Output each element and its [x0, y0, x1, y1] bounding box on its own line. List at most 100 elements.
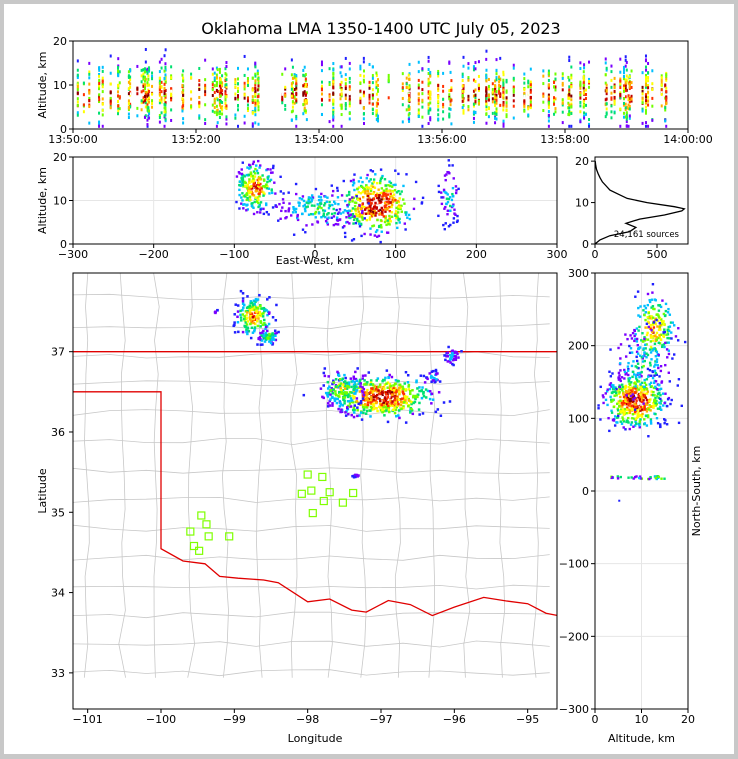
source-point	[338, 211, 341, 214]
source-point	[332, 200, 336, 203]
source-point	[377, 188, 380, 191]
source-point	[181, 73, 184, 77]
source-point	[502, 103, 505, 107]
source-point	[334, 222, 338, 226]
source-point	[336, 189, 339, 192]
source-point	[365, 391, 368, 394]
source-point	[386, 206, 390, 210]
source-point	[542, 92, 545, 96]
source-point	[542, 82, 545, 86]
source-point	[363, 395, 367, 399]
source-point	[628, 100, 631, 104]
source-point	[326, 380, 330, 384]
source-point	[245, 314, 248, 317]
source-point	[582, 91, 585, 95]
source-point	[143, 83, 146, 87]
source-point	[579, 120, 582, 124]
source-point	[474, 97, 477, 101]
source-point	[375, 109, 378, 113]
source-point	[335, 397, 338, 401]
source-point	[448, 196, 452, 199]
source-point	[404, 228, 407, 231]
source-point	[619, 420, 622, 423]
source-point	[568, 85, 571, 89]
x-tick-label: −100	[146, 713, 176, 726]
source-point	[204, 87, 207, 91]
source-point	[655, 331, 659, 335]
source-point	[639, 383, 642, 386]
source-point	[449, 223, 452, 227]
source-point	[613, 99, 616, 103]
source-point	[332, 108, 335, 112]
source-point	[512, 99, 515, 103]
source-point	[198, 95, 201, 99]
source-point	[442, 188, 446, 192]
source-point	[406, 216, 409, 219]
source-point	[117, 94, 120, 98]
county-line	[290, 273, 298, 678]
source-point	[375, 118, 378, 122]
source-point	[663, 422, 666, 425]
source-point	[343, 231, 347, 235]
source-point	[237, 89, 240, 93]
source-point	[326, 213, 329, 216]
source-point	[623, 407, 626, 411]
source-point	[109, 106, 112, 110]
source-point	[328, 98, 331, 102]
source-point	[374, 230, 378, 234]
source-point	[485, 104, 488, 108]
source-point	[427, 84, 430, 88]
source-point	[384, 405, 387, 409]
source-point	[211, 94, 214, 98]
source-point	[523, 109, 526, 113]
y-tick-label: 10	[575, 197, 589, 210]
source-point	[605, 102, 608, 106]
source-point	[338, 390, 341, 394]
source-point	[421, 124, 424, 128]
source-point	[225, 85, 228, 89]
source-point	[646, 401, 649, 404]
source-point	[588, 124, 591, 128]
source-point	[143, 115, 146, 119]
source-point	[499, 56, 502, 60]
source-point	[211, 88, 214, 92]
source-point	[146, 123, 149, 127]
source-point	[642, 392, 645, 395]
source-point	[554, 85, 557, 89]
source-point	[622, 89, 625, 93]
source-point	[320, 84, 323, 88]
source-point	[660, 320, 664, 323]
source-point	[667, 371, 670, 374]
source-point	[653, 475, 657, 478]
source-point	[241, 180, 244, 184]
source-point	[582, 83, 585, 87]
source-point	[401, 397, 404, 400]
source-point	[636, 413, 639, 416]
source-point	[495, 58, 498, 62]
source-point	[650, 385, 653, 388]
source-point	[633, 402, 636, 406]
source-point	[582, 100, 585, 104]
source-point	[403, 382, 407, 385]
source-point	[626, 406, 629, 409]
source-point	[142, 83, 145, 87]
source-point	[362, 112, 365, 116]
source-point	[380, 226, 383, 229]
source-point	[375, 199, 378, 202]
source-point	[243, 114, 246, 118]
source-point	[624, 84, 627, 88]
source-point	[76, 85, 79, 89]
source-point	[637, 394, 641, 398]
source-point	[254, 65, 257, 69]
source-point	[408, 62, 411, 66]
source-point	[248, 195, 252, 198]
source-point	[281, 92, 284, 96]
source-point	[332, 381, 335, 384]
source-point	[88, 91, 91, 95]
source-point	[317, 212, 321, 215]
source-point	[444, 222, 447, 225]
source-point	[627, 373, 630, 377]
source-point	[265, 210, 269, 214]
source-point	[610, 96, 613, 100]
source-point	[329, 389, 333, 392]
